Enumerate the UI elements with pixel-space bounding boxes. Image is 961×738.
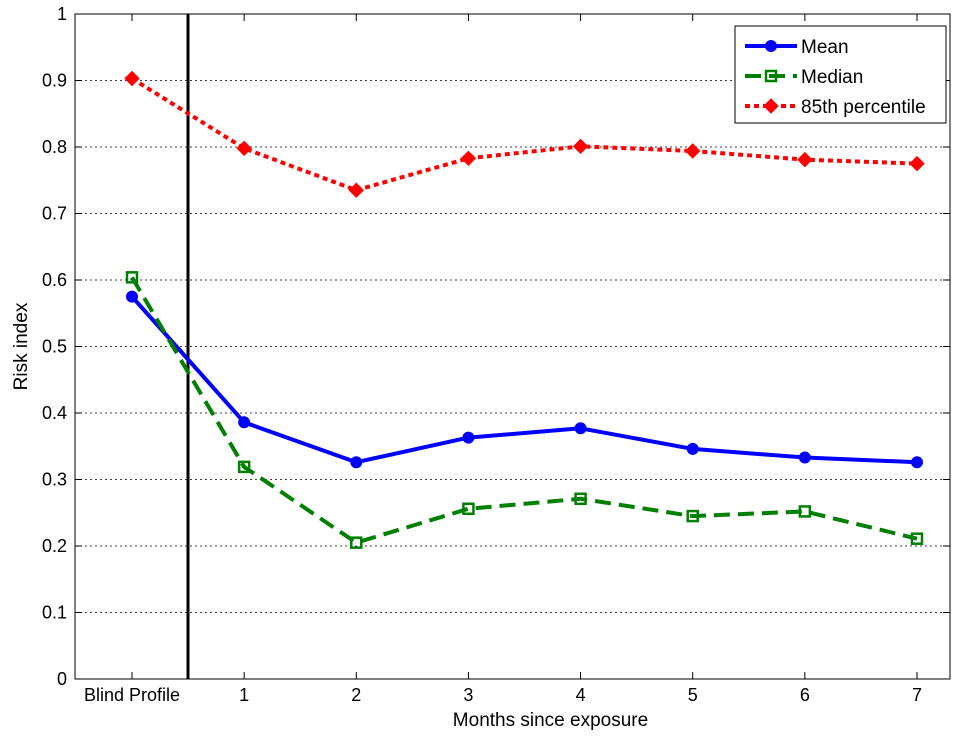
data-point-85th-percentile [348,182,364,198]
x-tick-label: 3 [463,685,473,705]
legend-label-mean: Mean [801,37,849,58]
y-axis-ticks: 0 0.1 0.2 0.3 0.4 0.5 0.6 0.7 0.8 0.9 1 [42,4,950,689]
x-axis-ticks: Blind Profile 1 2 3 4 5 6 7 [84,14,922,705]
x-tick-label: 7 [912,685,922,705]
x-tick-label: 6 [800,685,810,705]
y-tick-label: 0.8 [42,137,67,157]
data-point-85th-percentile [124,70,140,87]
series-line-median [130,276,918,545]
grid-lines [75,80,950,613]
data-point-85th-percentile [685,143,701,159]
series-mean [126,290,923,469]
data-point-mean [462,431,475,444]
data-point-85th-percentile [460,150,477,167]
data-point-mean [350,456,363,469]
y-tick-label: 0.9 [42,71,67,91]
legend-label-median: Median [801,67,863,88]
data-point-median [798,505,812,518]
x-tick-label: 1 [239,685,249,705]
series-median [125,271,924,549]
data-point-mean [798,451,811,464]
data-point-mean [686,442,699,455]
data-point-85th-percentile [236,140,252,157]
data-point-median [350,536,363,549]
y-tick-label: 0.7 [42,204,67,224]
series-85th-percentile [124,70,925,198]
x-tick-label: 5 [688,685,698,705]
data-point-median [574,492,587,506]
data-point-85th-percentile [797,151,813,168]
data-point-mean [574,422,587,435]
x-tick-label: Blind Profile [84,685,180,705]
y-tick-label: 0.2 [42,536,67,556]
legend-label-85th-percentile: 85th percentile [801,97,926,118]
series-group [124,70,925,549]
y-tick-label: 0.4 [42,403,67,423]
legend-marker-85th-percentile [763,98,779,114]
data-point-85th-percentile [572,138,589,155]
series-line-mean [130,295,918,465]
y-tick-label: 0.6 [42,270,67,290]
y-tick-label: 0 [57,669,67,689]
data-point-median [462,502,475,516]
data-point-mean [238,416,251,429]
legend-marker-mean [765,40,777,52]
y-tick-label: 0.3 [42,470,67,490]
x-axis-title: Months since exposure [453,710,648,731]
legend: Mean Median 85th percentile [734,25,947,124]
plot-frame [74,13,951,680]
y-tick-label: 0.5 [42,337,67,357]
legend-marker-median [764,69,778,83]
data-point-median [237,460,251,474]
data-point-median [910,532,924,545]
y-tick-label: 0.1 [42,603,67,623]
series-line-85th-percentile [130,76,918,193]
data-point-mean [126,290,138,303]
data-point-85th-percentile [909,155,925,172]
y-axis-title: Risk index [11,302,32,390]
data-point-mean [911,456,923,469]
x-tick-label: 4 [576,685,586,705]
data-point-median [125,271,139,284]
x-tick-label: 2 [351,685,361,705]
data-point-median [686,509,699,523]
y-tick-label: 1 [57,4,67,24]
